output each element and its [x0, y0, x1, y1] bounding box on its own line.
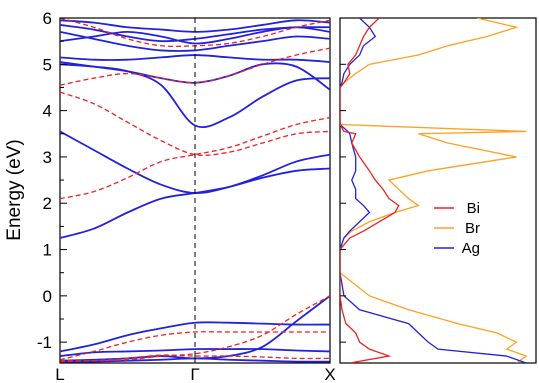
- solid-band-line-9: [60, 321, 330, 353]
- energy-tick-label: 5: [43, 55, 52, 74]
- k-point-label: L: [55, 365, 64, 383]
- energy-axis-ticks: -1 0 1 2 3 4 5 6: [37, 9, 67, 352]
- dos-panel: Bi Br Ag: [339, 17, 537, 364]
- energy-tick-label: 4: [43, 102, 52, 121]
- dos-energy-ticks: [340, 17, 346, 343]
- dos-lines: [340, 18, 528, 363]
- energy-tick-label: 1: [43, 241, 52, 260]
- dos-line-br: [340, 18, 528, 363]
- band-structure-panel: -1 0 1 2 3 4 5 6 L Γ X Energy (eV): [4, 9, 336, 383]
- legend-label-bi: Bi: [467, 200, 480, 217]
- band-plot-area: [60, 18, 330, 363]
- energy-tick-label: -1: [37, 333, 52, 352]
- k-point-label: X: [324, 365, 335, 383]
- energy-tick-label: 3: [43, 148, 52, 167]
- dos-plot-area: [340, 18, 528, 363]
- energy-tick-label: 2: [43, 194, 52, 213]
- k-point-label: Γ: [190, 365, 199, 383]
- dos-line-bi: [340, 18, 400, 363]
- solid-band-line-6: [60, 31, 330, 52]
- dashed-band-line-6: [60, 295, 330, 362]
- energy-tick-label: 0: [43, 287, 52, 306]
- dos-line-ag: [340, 18, 527, 363]
- legend-label-ag: Ag: [462, 240, 480, 257]
- legend-label-br: Br: [465, 220, 480, 237]
- solid-band-line-10: [60, 348, 330, 357]
- energy-axis-label: Energy (eV): [4, 139, 25, 240]
- dos-panel-frame: [339, 17, 537, 364]
- dos-legend: Bi Br Ag: [434, 200, 480, 257]
- dashed-band-line-1: [60, 91, 330, 156]
- dashed-band-line-4: [60, 331, 330, 361]
- energy-tick-label: 6: [43, 9, 52, 28]
